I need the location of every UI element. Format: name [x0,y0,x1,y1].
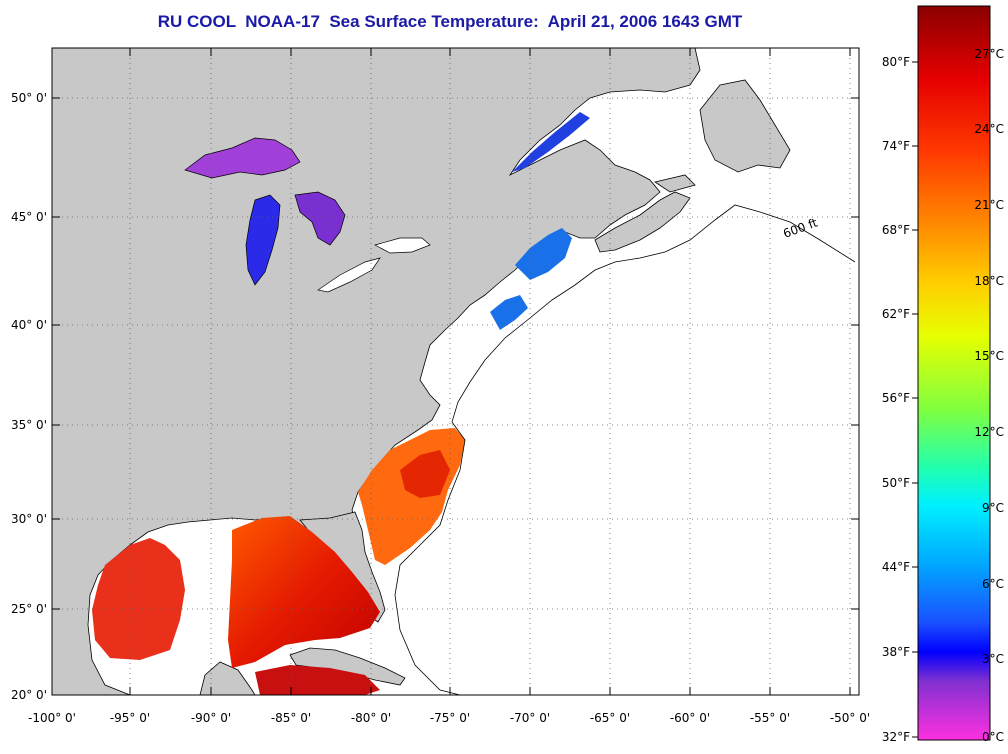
colorbar-f-label: 62°F [882,307,910,321]
latitude-labels: 50° 0' 45° 0' 40° 0' 35° 0' 30° 0' 25° 0' 20° … [11,91,47,702]
latitude-label: 50° 0' [11,91,47,105]
map-title: RU COOL NOAA-17 Sea Surface Temperature:… [157,12,743,31]
longitude-label: -80° 0' [351,711,391,725]
colorbar-c-label: 0°C [982,730,1004,744]
longitude-label: -85° 0' [271,711,311,725]
colorbar-f-label: 74°F [882,139,910,153]
lake-michigan [245,194,281,286]
colorbar-c-label: 6°C [982,577,1004,591]
latitude-label: 20° 0' [11,688,47,702]
longitude-label: -95° 0' [110,711,150,725]
colorbar-fahrenheit-labels: 80°F 74°F 68°F 62°F 56°F 50°F 44°F 38°F 32°F [882,55,918,744]
colorbar-f-label: 50°F [882,476,910,490]
colorbar-f-label: 68°F [882,223,910,237]
sst-colorbar [917,5,991,741]
map-frame [51,47,860,696]
longitude-labels: -100° 0' -95° 0' -90° 0' -85° 0' -80° 0' -75°… [28,711,870,725]
colorbar-c-label: 9°C [982,501,1004,515]
isobath-600ft [394,204,856,695]
lake-erie [317,257,381,293]
colorbar-c-label: 21°C [974,198,1004,212]
colorbar-f-label: 32°F [882,730,910,744]
colorbar-celsius-labels: 27°C 24°C 21°C 18°C 15°C 12°C 9°C 6°C 3°C 0°C [974,47,1004,744]
longitude-label: -50° 0' [830,711,870,725]
lake-huron [294,191,346,246]
colorbar-c-label: 24°C [974,122,1004,136]
colorbar-c-label: 12°C [974,425,1004,439]
colorbar-c-label: 3°C [982,652,1004,666]
colorbar-c-label: 18°C [974,274,1004,288]
sst-gulf-stream [400,450,450,498]
sst-gulf-of-mexico-east [228,516,380,668]
latitude-label: 25° 0' [11,602,47,616]
colorbar-c-label: 27°C [974,47,1004,61]
longitude-label: -65° 0' [590,711,630,725]
longitude-label: -70° 0' [510,711,550,725]
longitude-label: -55° 0' [750,711,790,725]
longitude-label: -60° 0' [670,711,710,725]
colorbar-c-label: 15°C [974,349,1004,363]
sst-gulf-of-mexico-west [92,538,185,660]
latitude-label: 40° 0' [11,318,47,332]
latitude-label: 30° 0' [11,512,47,526]
land-yucatan [199,661,256,695]
longitude-label: -75° 0' [430,711,470,725]
sst-st-lawrence [512,112,590,172]
latitude-label: 45° 0' [11,210,47,224]
lake-superior [184,137,301,179]
land-nova-scotia [594,191,691,253]
colorbar-f-label: 38°F [882,645,910,659]
lake-ontario [374,237,431,254]
frame-ticks [51,48,859,696]
longitude-label: -90° 0' [191,711,231,725]
longitude-label: -100° 0' [28,711,76,725]
colorbar-f-label: 44°F [882,560,910,574]
land-north-america [52,48,701,695]
sst-caribbean [255,665,380,695]
colorbar-f-label: 80°F [882,55,910,69]
sst-new-york-bight [490,295,528,330]
latitude-label: 35° 0' [11,418,47,432]
sst-gulf-of-maine [515,228,572,280]
colorbar-f-label: 56°F [882,391,910,405]
land-pei [654,174,696,193]
land-newfoundland [699,79,791,173]
